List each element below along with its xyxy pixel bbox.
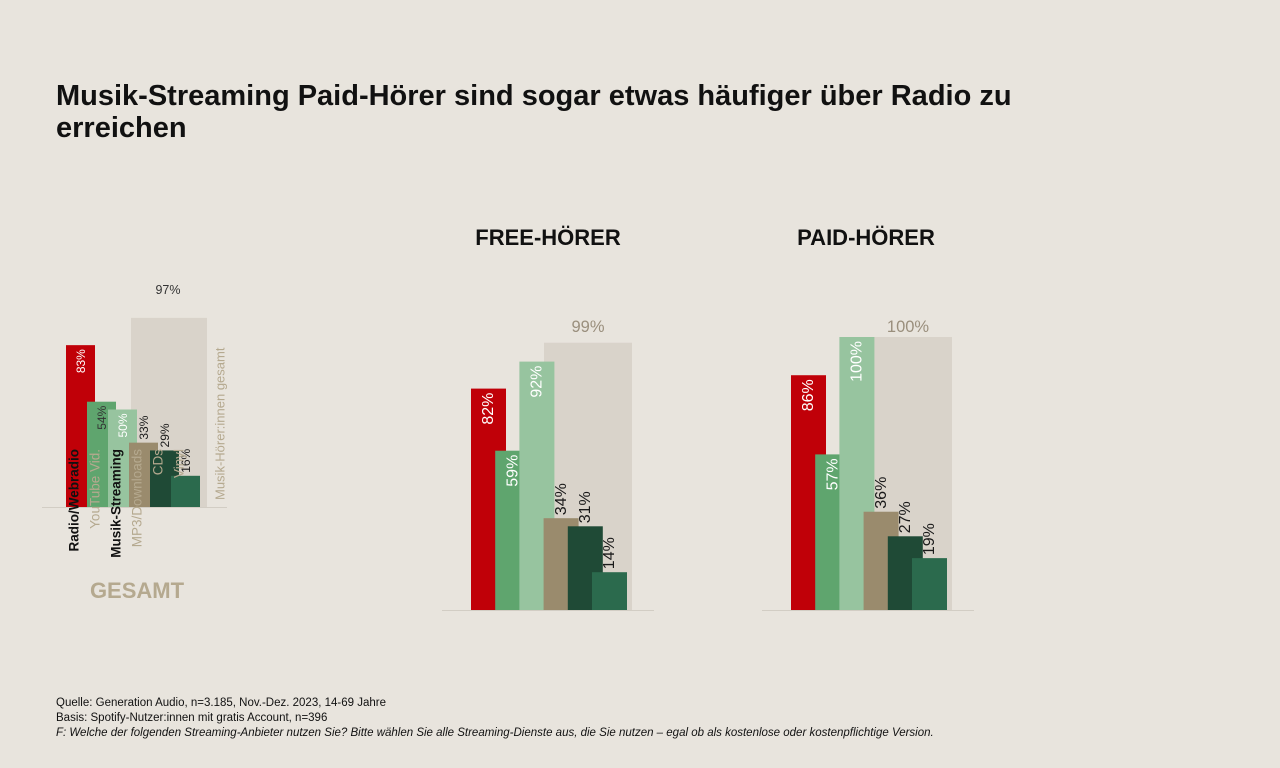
- gesamt-bar-5: [171, 475, 200, 507]
- gesamt-value-label-4: 29%: [158, 423, 172, 447]
- paid-value-label-0: 86%: [800, 379, 817, 411]
- paid-bar-5: [912, 558, 947, 610]
- chart-title: Musik-Streaming Paid-Hörer sind sogar et…: [56, 80, 1012, 144]
- paid-panel-title: PAID-HÖRER: [797, 225, 935, 250]
- gesamt-value-label-0: 83%: [74, 349, 88, 373]
- free-value-label-3: 34%: [553, 483, 570, 515]
- paid-value-label-1: 57%: [824, 458, 841, 490]
- basis-note: Basis: Spotify-Nutzer:innen mit gratis A…: [56, 712, 328, 724]
- category-label-cds: CDs: [151, 449, 166, 475]
- question-note: F: Welche der folgenden Streaming-Anbiet…: [56, 727, 934, 739]
- free-value-label-4: 31%: [577, 491, 594, 523]
- free-value-label-1: 59%: [504, 455, 521, 487]
- gesamt-value-label-5: 16%: [179, 448, 193, 472]
- source-note: Quelle: Generation Audio, n=3.185, Nov.-…: [56, 697, 386, 709]
- gesamt-footer-label: GESAMT: [90, 578, 185, 603]
- paid-value-label-3: 36%: [873, 477, 890, 509]
- paid-value-label-5: 19%: [921, 523, 938, 555]
- category-label-musik-streaming: Musik-Streaming: [109, 449, 124, 558]
- paid-value-label-4: 27%: [897, 501, 914, 533]
- category-label-youtube-vid: YouTube Vid.: [88, 449, 103, 529]
- free-value-label-0: 82%: [480, 393, 497, 425]
- free-total-value-label: 99%: [571, 318, 604, 336]
- category-label-mp3-downloads: MP3/Downloads: [130, 449, 145, 548]
- free-panel-title: FREE-HÖRER: [475, 225, 621, 250]
- category-label-vinyl: Vinyl: [172, 449, 187, 478]
- gesamt-value-label-2: 50%: [116, 413, 130, 437]
- free-value-label-2: 92%: [529, 366, 546, 398]
- gesamt-value-label-1: 54%: [95, 405, 109, 429]
- category-label-radio-webradio: Radio/Webradio: [67, 449, 82, 552]
- gesamt-total-value-label: 97%: [155, 283, 180, 297]
- free-bar-5: [592, 572, 627, 610]
- gesamt-value-label-3: 33%: [137, 415, 151, 439]
- free-value-label-5: 14%: [601, 537, 618, 569]
- total-series-label: Musik-Hörer:innen gesamt: [212, 347, 227, 500]
- paid-total-value-label: 100%: [887, 318, 930, 336]
- paid-value-label-2: 100%: [849, 341, 866, 382]
